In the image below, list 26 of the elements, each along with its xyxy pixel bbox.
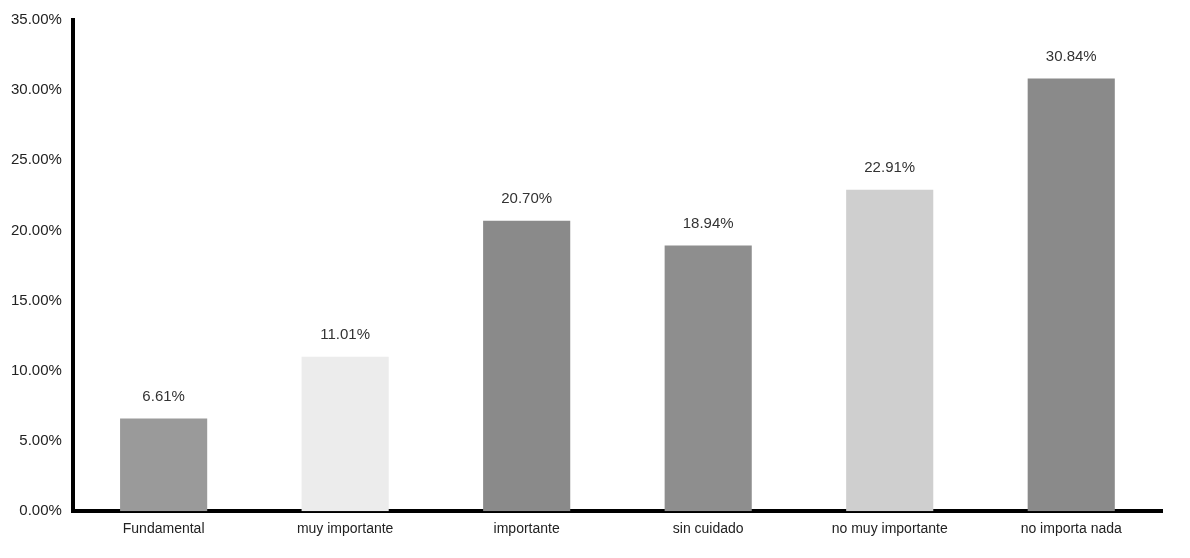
- data-label: 30.84%: [1045, 47, 1097, 65]
- y-tick-label: 25.00%: [11, 150, 62, 168]
- data-label: 6.61%: [142, 387, 185, 405]
- bar: [120, 418, 208, 512]
- bar: [1027, 78, 1115, 512]
- y-tick-label: 30.00%: [11, 80, 62, 98]
- data-label: 22.91%: [864, 158, 916, 176]
- y-tick-label: 10.00%: [11, 361, 62, 378]
- bar: [483, 220, 571, 512]
- x-tick-label: no importa nada: [1020, 520, 1123, 537]
- data-label: 11.01%: [320, 325, 371, 343]
- y-tick-label: 35.00%: [11, 10, 62, 28]
- y-tick-label: 0.00%: [19, 501, 62, 519]
- bar: [846, 189, 934, 512]
- data-label: 18.94%: [682, 214, 734, 232]
- y-tick-label: 20.00%: [11, 220, 62, 238]
- x-tick-label: importante: [493, 520, 560, 537]
- x-tick-label: sin cuidado: [672, 520, 744, 537]
- x-tick-label: Fundamental: [122, 520, 205, 537]
- data-label: 20.70%: [501, 189, 553, 207]
- y-tick-label: 15.00%: [11, 290, 62, 308]
- x-tick-label: no muy importante: [831, 520, 948, 537]
- x-tick-label: muy importante: [296, 520, 394, 537]
- y-tick-label: 5.00%: [19, 431, 62, 449]
- bar: [301, 356, 389, 512]
- bar: [664, 245, 752, 512]
